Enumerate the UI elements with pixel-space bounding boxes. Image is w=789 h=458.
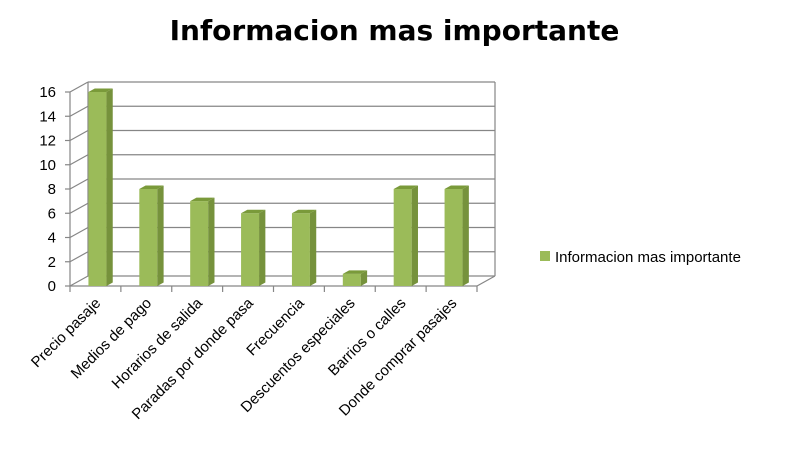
bar	[393, 185, 418, 286]
y-tick-label: 14	[39, 108, 56, 125]
y-tick-label: 4	[48, 230, 56, 247]
gridline-side	[69, 154, 89, 166]
y-tick-label: 0	[48, 278, 56, 295]
y-tick-label: 12	[39, 133, 56, 150]
bar-top	[291, 209, 317, 214]
bar-top	[88, 88, 113, 92]
bar-front	[444, 189, 463, 286]
bar-front	[393, 189, 412, 286]
bar	[139, 185, 164, 286]
chart-axes	[65, 82, 496, 292]
gridline-side	[69, 178, 89, 190]
bar-side	[462, 185, 469, 286]
bar-top	[393, 185, 418, 189]
bar-side	[106, 88, 113, 286]
bar-front	[241, 213, 260, 286]
y-tick-label: 6	[48, 205, 56, 222]
gridline-side	[69, 129, 89, 142]
bar-side	[360, 270, 368, 286]
bar-side	[208, 197, 215, 286]
legend-swatch	[540, 251, 550, 261]
y-tick-label: 2	[48, 254, 56, 271]
bar-top	[139, 185, 164, 189]
bar	[291, 209, 317, 286]
gridline-side	[69, 202, 89, 214]
bar-side	[309, 209, 317, 286]
x-tick-label: Horarios de salida	[109, 294, 207, 392]
bar-side	[157, 185, 164, 286]
bar-front	[139, 189, 158, 286]
gridline-side	[69, 251, 89, 263]
chart-bars	[88, 88, 469, 286]
bar-top	[342, 270, 368, 274]
legend-label: Informacion mas importante	[555, 249, 741, 266]
bar-front	[88, 92, 107, 286]
floor-right-edge	[476, 275, 496, 287]
bar-top	[190, 197, 215, 202]
bar-front	[291, 213, 310, 286]
gridline-side	[69, 275, 89, 287]
gridline-side	[69, 226, 89, 239]
chart-title: Informacion mas importante	[169, 14, 620, 47]
bar-side	[259, 209, 266, 286]
bar	[342, 270, 368, 286]
bar	[444, 185, 469, 286]
bar-front	[342, 273, 361, 286]
legend-item: Informacion mas importante	[540, 249, 741, 266]
bar	[190, 197, 215, 286]
y-tick-label: 10	[39, 157, 56, 174]
chart-gridlines	[69, 81, 495, 287]
bar	[88, 88, 113, 286]
y-tick-label: 16	[39, 84, 56, 101]
y-tick-label: 8	[48, 181, 56, 198]
bar-side	[411, 185, 418, 286]
bar-front	[190, 201, 209, 286]
bar-top	[444, 185, 469, 189]
bar	[241, 209, 266, 286]
bar-top	[241, 209, 266, 214]
chart-legend: Informacion mas importante	[540, 249, 741, 266]
gridline-side	[69, 81, 89, 93]
gridline-side	[69, 105, 89, 117]
